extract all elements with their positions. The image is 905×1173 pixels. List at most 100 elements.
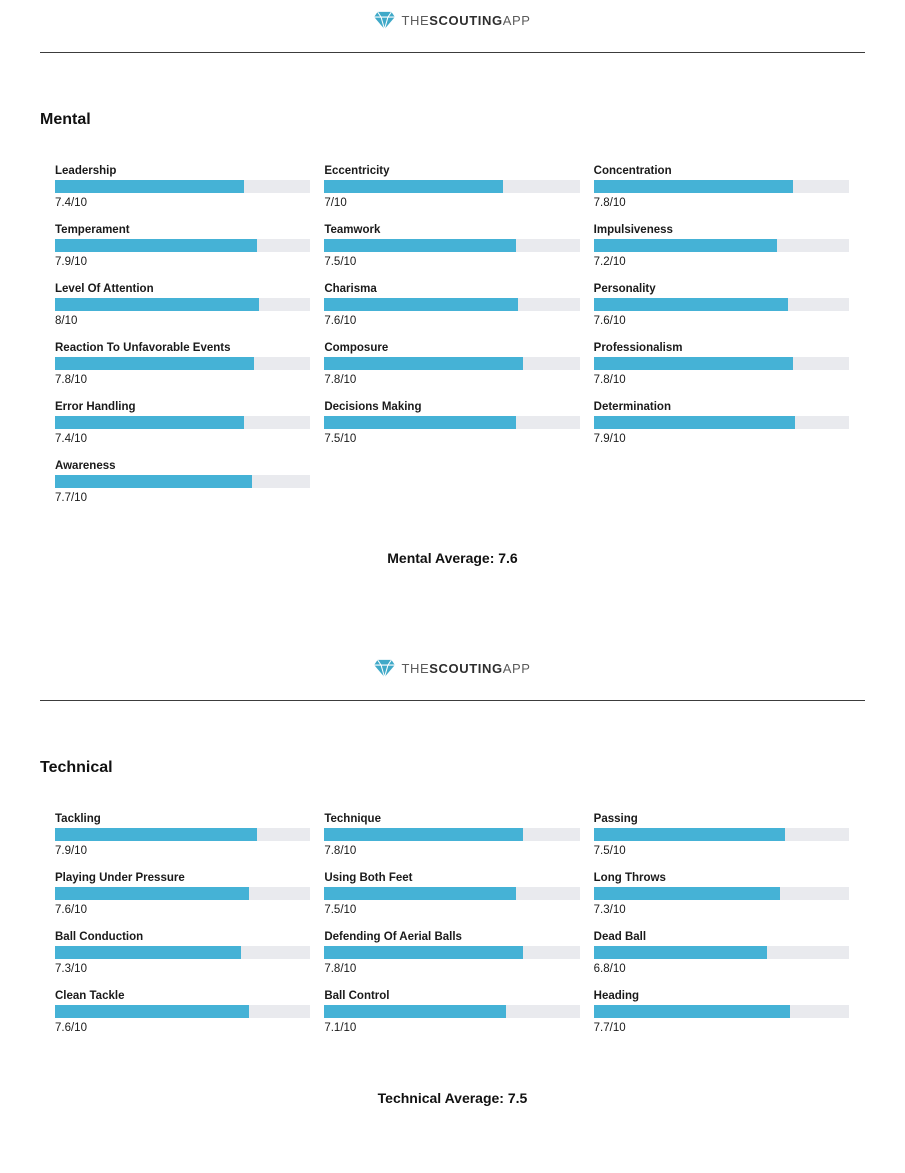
skill-label: Determination xyxy=(593,401,671,413)
section-technical: Technical Tackling 7.9/10 Technique 7.8/10 P… xyxy=(40,759,865,1136)
skill-value: 7.9/10 xyxy=(55,845,87,857)
brand-app: APP xyxy=(502,660,531,676)
skill-value: 7.2/10 xyxy=(593,256,626,268)
skill-bar-fill xyxy=(324,298,519,311)
skill-value: 7.6/10 xyxy=(324,315,357,327)
skill-bar-track xyxy=(55,475,311,488)
skill-bar-fill xyxy=(593,1005,791,1018)
skill-item: Technique 7.8/10 xyxy=(324,813,580,857)
skill-bar-track xyxy=(55,357,311,370)
brand-the: THE xyxy=(401,12,430,28)
skill-bar-track xyxy=(55,1005,311,1018)
skill-label: Decisions Making xyxy=(324,401,422,413)
skill-bar-track xyxy=(55,416,311,429)
skill-bar-fill xyxy=(324,828,524,841)
skill-value: 7.8/10 xyxy=(55,374,87,386)
skill-item: Tackling 7.9/10 xyxy=(55,813,311,857)
skill-value: 7.8/10 xyxy=(324,374,357,386)
skill-bar-track xyxy=(593,946,849,959)
skill-bar-fill xyxy=(593,180,793,193)
brand-logo-icon xyxy=(374,659,396,678)
skill-label: Passing xyxy=(593,813,638,825)
skill-label: Leadership xyxy=(55,165,117,177)
skill-label: Heading xyxy=(593,990,640,1002)
skill-label: Teamwork xyxy=(324,224,381,236)
skill-value: 7.8/10 xyxy=(324,845,357,857)
skill-bar-track xyxy=(324,357,580,370)
skill-item: Decisions Making 7.5/10 xyxy=(324,401,580,445)
skill-label: Technique xyxy=(324,813,381,825)
skill-value: 7.9/10 xyxy=(593,433,626,445)
skill-value: 7.5/10 xyxy=(593,845,626,857)
skill-bar-track xyxy=(324,828,580,841)
skill-item: Dead Ball 6.8/10 xyxy=(593,931,849,975)
skill-bar-track xyxy=(593,1005,849,1018)
skill-bar-track xyxy=(593,416,849,429)
skill-bar-track xyxy=(593,828,849,841)
skill-item: Charisma 7.6/10 xyxy=(324,283,580,327)
skill-item: Determination 7.9/10 xyxy=(593,401,849,445)
skill-bar-track xyxy=(324,180,580,193)
skill-label: Ball Conduction xyxy=(55,931,144,943)
skill-bar-fill xyxy=(593,887,781,900)
skill-label: Using Both Feet xyxy=(324,872,413,884)
skill-item: Teamwork 7.5/10 xyxy=(324,224,580,268)
skill-bar-track xyxy=(324,416,580,429)
skill-item: Professionalism 7.8/10 xyxy=(593,342,849,386)
skill-bar-fill xyxy=(55,298,260,311)
skill-bar-track xyxy=(324,946,580,959)
skill-bar-fill xyxy=(593,298,788,311)
skill-value: 7.6/10 xyxy=(55,1022,87,1034)
skill-item: Heading 7.7/10 xyxy=(593,990,849,1034)
skill-item: Personality 7.6/10 xyxy=(593,283,849,327)
skill-item: Using Both Feet 7.5/10 xyxy=(324,872,580,916)
brand-wordmark: THE SCOUTING APP xyxy=(401,661,530,676)
skill-value: 7.8/10 xyxy=(593,374,626,386)
skill-value: 7.3/10 xyxy=(593,904,626,916)
skill-value: 7.6/10 xyxy=(593,315,626,327)
skill-bar-fill xyxy=(55,828,257,841)
skill-bar-track xyxy=(593,239,849,252)
skill-bar-fill xyxy=(324,887,516,900)
skill-item: Ball Conduction 7.3/10 xyxy=(55,931,311,975)
brand-app: APP xyxy=(502,12,531,28)
skill-value: 8/10 xyxy=(55,315,78,327)
section-title: Technical xyxy=(40,759,113,776)
skill-bar-track xyxy=(593,298,849,311)
skill-bar-fill xyxy=(55,887,250,900)
skill-label: Ball Control xyxy=(324,990,390,1002)
skill-item: Clean Tackle 7.6/10 xyxy=(55,990,311,1034)
skill-bar-fill xyxy=(55,180,244,193)
skill-bar-fill xyxy=(324,357,524,370)
skill-label: Awareness xyxy=(55,460,116,472)
skill-value: 7.9/10 xyxy=(55,256,87,268)
skill-bar-fill xyxy=(324,416,516,429)
skill-label: Reaction To Unfavorable Events xyxy=(55,342,231,354)
skill-value: 7.8/10 xyxy=(324,963,357,975)
skill-label: Clean Tackle xyxy=(55,990,125,1002)
skill-bar-fill xyxy=(55,1005,250,1018)
skill-bar-fill xyxy=(55,475,252,488)
skill-value: 7.7/10 xyxy=(55,492,87,504)
skill-value: 7.4/10 xyxy=(55,197,87,209)
brand-header: THE SCOUTING APP xyxy=(40,0,865,30)
skill-bar-track xyxy=(593,180,849,193)
skill-label: Tackling xyxy=(55,813,101,825)
skill-item: Eccentricity 7/10 xyxy=(324,165,580,209)
skill-value: 7.5/10 xyxy=(324,433,357,445)
skill-label: Defending Of Aerial Balls xyxy=(324,931,462,943)
skill-label: Composure xyxy=(324,342,389,354)
skill-value: 7.4/10 xyxy=(55,433,87,445)
skill-item: Passing 7.5/10 xyxy=(593,813,849,857)
brand-wordmark: THE SCOUTING APP xyxy=(401,13,530,28)
skill-item: Playing Under Pressure 7.6/10 xyxy=(55,872,311,916)
skill-value: 7.3/10 xyxy=(55,963,87,975)
skill-label: Professionalism xyxy=(593,342,683,354)
skill-bar-track xyxy=(324,298,580,311)
header-divider xyxy=(40,52,865,53)
section-title: Mental xyxy=(40,111,91,128)
skill-bar-fill xyxy=(593,357,793,370)
skill-label: Charisma xyxy=(324,283,377,295)
skill-bar-track xyxy=(55,946,311,959)
skill-label: Concentration xyxy=(593,165,672,177)
